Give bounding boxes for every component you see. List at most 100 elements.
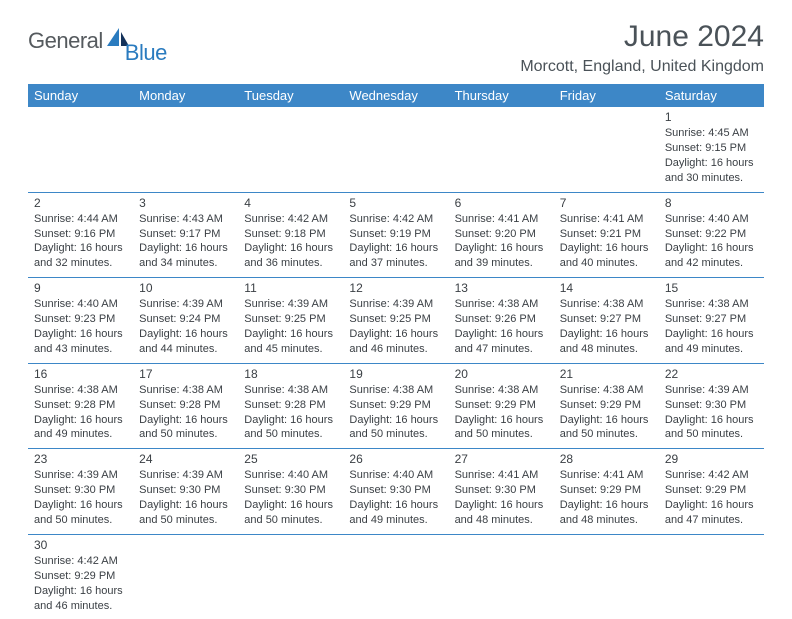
- calendar-cell: [28, 107, 133, 192]
- sunset-text: Sunset: 9:17 PM: [139, 227, 232, 242]
- calendar-cell: 17Sunrise: 4:38 AMSunset: 9:28 PMDayligh…: [133, 363, 238, 449]
- sunset-text: Sunset: 9:15 PM: [665, 141, 758, 156]
- calendar-row: 16Sunrise: 4:38 AMSunset: 9:28 PMDayligh…: [28, 363, 764, 449]
- daylight-text: Daylight: 16 hours and 30 minutes.: [665, 156, 758, 186]
- day-number: 26: [349, 451, 442, 467]
- day-number: 19: [349, 366, 442, 382]
- daylight-text: Daylight: 16 hours and 50 minutes.: [244, 413, 337, 443]
- sunrise-text: Sunrise: 4:38 AM: [349, 383, 442, 398]
- calendar-cell: 14Sunrise: 4:38 AMSunset: 9:27 PMDayligh…: [554, 278, 659, 364]
- daylight-text: Daylight: 16 hours and 49 minutes.: [349, 498, 442, 528]
- daylight-text: Daylight: 16 hours and 46 minutes.: [349, 327, 442, 357]
- sunset-text: Sunset: 9:30 PM: [665, 398, 758, 413]
- calendar-cell: [238, 107, 343, 192]
- day-number: 24: [139, 451, 232, 467]
- title-block: June 2024 Morcott, England, United Kingd…: [520, 20, 764, 76]
- calendar-cell: 28Sunrise: 4:41 AMSunset: 9:29 PMDayligh…: [554, 449, 659, 535]
- day-number: 4: [244, 195, 337, 211]
- calendar-cell: 23Sunrise: 4:39 AMSunset: 9:30 PMDayligh…: [28, 449, 133, 535]
- sunrise-text: Sunrise: 4:39 AM: [665, 383, 758, 398]
- calendar-cell: 13Sunrise: 4:38 AMSunset: 9:26 PMDayligh…: [449, 278, 554, 364]
- sunset-text: Sunset: 9:29 PM: [349, 398, 442, 413]
- weekday-header: Thursday: [449, 84, 554, 107]
- header: General Blue June 2024 Morcott, England,…: [28, 20, 764, 76]
- sunrise-text: Sunrise: 4:39 AM: [34, 468, 127, 483]
- sunrise-text: Sunrise: 4:44 AM: [34, 212, 127, 227]
- day-number: 9: [34, 280, 127, 296]
- daylight-text: Daylight: 16 hours and 48 minutes.: [560, 498, 653, 528]
- calendar-cell: 24Sunrise: 4:39 AMSunset: 9:30 PMDayligh…: [133, 449, 238, 535]
- calendar-cell: 5Sunrise: 4:42 AMSunset: 9:19 PMDaylight…: [343, 192, 448, 278]
- daylight-text: Daylight: 16 hours and 47 minutes.: [665, 498, 758, 528]
- calendar-cell: 3Sunrise: 4:43 AMSunset: 9:17 PMDaylight…: [133, 192, 238, 278]
- sunset-text: Sunset: 9:29 PM: [560, 398, 653, 413]
- sunset-text: Sunset: 9:20 PM: [455, 227, 548, 242]
- calendar-row: 30Sunrise: 4:42 AMSunset: 9:29 PMDayligh…: [28, 534, 764, 619]
- daylight-text: Daylight: 16 hours and 50 minutes.: [244, 498, 337, 528]
- sunset-text: Sunset: 9:28 PM: [139, 398, 232, 413]
- sunrise-text: Sunrise: 4:40 AM: [665, 212, 758, 227]
- day-number: 8: [665, 195, 758, 211]
- sunset-text: Sunset: 9:22 PM: [665, 227, 758, 242]
- sunrise-text: Sunrise: 4:39 AM: [349, 297, 442, 312]
- calendar-cell: 15Sunrise: 4:38 AMSunset: 9:27 PMDayligh…: [659, 278, 764, 364]
- weekday-header: Tuesday: [238, 84, 343, 107]
- daylight-text: Daylight: 16 hours and 48 minutes.: [455, 498, 548, 528]
- day-number: 12: [349, 280, 442, 296]
- sunset-text: Sunset: 9:18 PM: [244, 227, 337, 242]
- calendar-cell: [133, 107, 238, 192]
- sunrise-text: Sunrise: 4:39 AM: [139, 468, 232, 483]
- sunrise-text: Sunrise: 4:41 AM: [560, 212, 653, 227]
- sunrise-text: Sunrise: 4:38 AM: [560, 297, 653, 312]
- daylight-text: Daylight: 16 hours and 46 minutes.: [34, 584, 127, 614]
- day-number: 28: [560, 451, 653, 467]
- sunset-text: Sunset: 9:28 PM: [244, 398, 337, 413]
- sunrise-text: Sunrise: 4:41 AM: [455, 468, 548, 483]
- day-number: 7: [560, 195, 653, 211]
- sunset-text: Sunset: 9:21 PM: [560, 227, 653, 242]
- sunrise-text: Sunrise: 4:42 AM: [34, 554, 127, 569]
- daylight-text: Daylight: 16 hours and 50 minutes.: [560, 413, 653, 443]
- daylight-text: Daylight: 16 hours and 50 minutes.: [349, 413, 442, 443]
- calendar-cell: 25Sunrise: 4:40 AMSunset: 9:30 PMDayligh…: [238, 449, 343, 535]
- calendar-cell: 21Sunrise: 4:38 AMSunset: 9:29 PMDayligh…: [554, 363, 659, 449]
- calendar-cell: 9Sunrise: 4:40 AMSunset: 9:23 PMDaylight…: [28, 278, 133, 364]
- sunset-text: Sunset: 9:27 PM: [665, 312, 758, 327]
- sunset-text: Sunset: 9:23 PM: [34, 312, 127, 327]
- weekday-header: Wednesday: [343, 84, 448, 107]
- day-number: 29: [665, 451, 758, 467]
- day-number: 11: [244, 280, 337, 296]
- daylight-text: Daylight: 16 hours and 50 minutes.: [665, 413, 758, 443]
- calendar-cell: 2Sunrise: 4:44 AMSunset: 9:16 PMDaylight…: [28, 192, 133, 278]
- daylight-text: Daylight: 16 hours and 45 minutes.: [244, 327, 337, 357]
- sunrise-text: Sunrise: 4:38 AM: [455, 383, 548, 398]
- calendar-cell: 22Sunrise: 4:39 AMSunset: 9:30 PMDayligh…: [659, 363, 764, 449]
- day-number: 6: [455, 195, 548, 211]
- calendar-cell: [659, 534, 764, 619]
- calendar-cell: 30Sunrise: 4:42 AMSunset: 9:29 PMDayligh…: [28, 534, 133, 619]
- calendar-cell: 27Sunrise: 4:41 AMSunset: 9:30 PMDayligh…: [449, 449, 554, 535]
- daylight-text: Daylight: 16 hours and 50 minutes.: [455, 413, 548, 443]
- calendar-row: 9Sunrise: 4:40 AMSunset: 9:23 PMDaylight…: [28, 278, 764, 364]
- sunrise-text: Sunrise: 4:38 AM: [244, 383, 337, 398]
- sunrise-text: Sunrise: 4:42 AM: [349, 212, 442, 227]
- day-number: 25: [244, 451, 337, 467]
- day-number: 20: [455, 366, 548, 382]
- day-number: 15: [665, 280, 758, 296]
- calendar-cell: 29Sunrise: 4:42 AMSunset: 9:29 PMDayligh…: [659, 449, 764, 535]
- day-number: 14: [560, 280, 653, 296]
- logo: General Blue: [28, 20, 175, 55]
- sunset-text: Sunset: 9:29 PM: [34, 569, 127, 584]
- sunset-text: Sunset: 9:30 PM: [34, 483, 127, 498]
- daylight-text: Daylight: 16 hours and 37 minutes.: [349, 241, 442, 271]
- logo-text-blue: Blue: [125, 40, 167, 66]
- daylight-text: Daylight: 16 hours and 48 minutes.: [560, 327, 653, 357]
- weekday-header: Saturday: [659, 84, 764, 107]
- day-number: 16: [34, 366, 127, 382]
- daylight-text: Daylight: 16 hours and 40 minutes.: [560, 241, 653, 271]
- sunset-text: Sunset: 9:30 PM: [139, 483, 232, 498]
- day-number: 23: [34, 451, 127, 467]
- weekday-header: Monday: [133, 84, 238, 107]
- daylight-text: Daylight: 16 hours and 47 minutes.: [455, 327, 548, 357]
- day-number: 10: [139, 280, 232, 296]
